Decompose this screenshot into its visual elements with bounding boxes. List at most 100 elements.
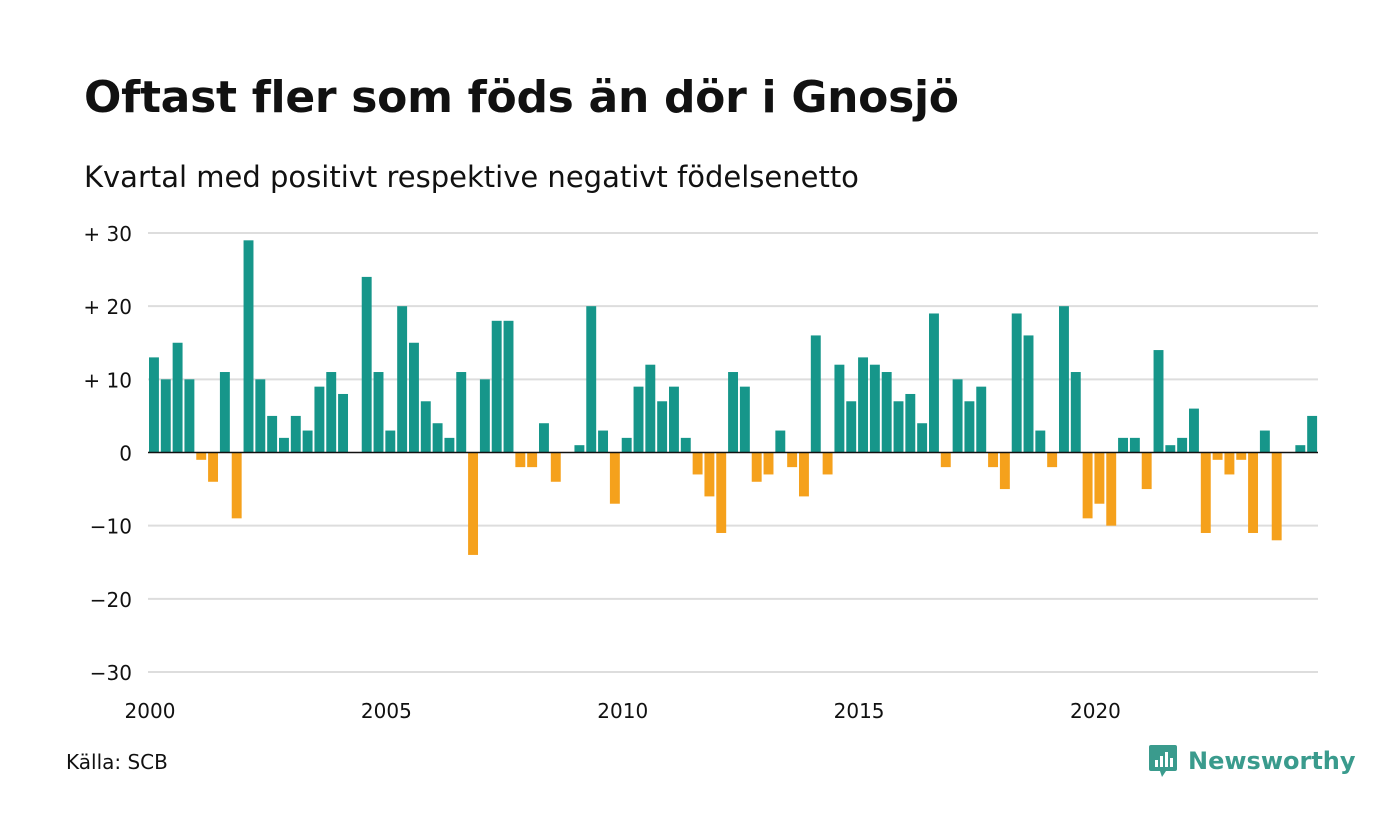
bar [1141, 452, 1152, 490]
bar [1307, 415, 1318, 453]
bar [397, 306, 408, 453]
bar [704, 452, 715, 497]
bar [846, 401, 857, 453]
bar [976, 386, 987, 453]
bar [1118, 437, 1129, 453]
bar [1189, 408, 1199, 453]
bar [1011, 313, 1022, 453]
bar [1248, 452, 1259, 533]
bar [716, 452, 727, 533]
y-tick-label: + 10 [83, 368, 132, 392]
bar [208, 452, 219, 482]
bar [881, 372, 892, 453]
bar [550, 452, 561, 482]
bar [420, 401, 431, 453]
y-tick-label: 0 [119, 442, 132, 466]
bar [858, 357, 869, 453]
bar [1259, 430, 1270, 453]
bar [267, 415, 278, 453]
bars [149, 240, 1318, 555]
brand-name: Newsworthy [1188, 747, 1356, 775]
y-tick-label: + 20 [83, 295, 132, 319]
bar [172, 342, 183, 453]
chart-title: Oftast fler som föds än dör i Gnosjö [84, 72, 959, 123]
bar [609, 452, 620, 504]
bar [728, 372, 739, 453]
bar [361, 276, 372, 453]
bar [869, 364, 880, 453]
bar [290, 415, 301, 453]
bar [940, 452, 951, 468]
bar-chart-speech-bubble-icon [1149, 745, 1177, 777]
bar [1082, 452, 1093, 519]
bar [184, 379, 195, 453]
x-tick-label: 2005 [361, 699, 412, 723]
bar [1212, 452, 1223, 460]
bar [231, 452, 242, 519]
bar [669, 386, 679, 453]
bar [633, 386, 644, 453]
bar [527, 452, 538, 468]
bar [1023, 335, 1034, 453]
bar [775, 430, 786, 453]
bar [314, 386, 325, 453]
axes: + 30 + 20 + 10 0 −10 −20 −30 2000 2005 2010 2015 20… [83, 222, 1318, 723]
source-note: Källa: SCB [66, 750, 168, 774]
bar [1224, 452, 1235, 475]
bar [302, 430, 313, 453]
bar [1070, 372, 1081, 453]
bar [279, 437, 289, 453]
bar [539, 423, 549, 453]
y-tick-label: + 30 [83, 222, 132, 246]
bar [515, 452, 526, 468]
bar [834, 364, 845, 453]
bar [917, 423, 928, 453]
y-tick-label: −30 [90, 661, 132, 685]
bar [456, 372, 467, 453]
x-tick-label: 2020 [1070, 699, 1121, 723]
bar [149, 357, 159, 453]
bar [1295, 445, 1306, 453]
bar [255, 379, 266, 453]
bar [751, 452, 762, 482]
bar [409, 342, 419, 453]
bar [822, 452, 833, 475]
bar [586, 306, 597, 453]
bar [338, 393, 349, 453]
bar [243, 240, 254, 453]
bar [645, 364, 656, 453]
bar [326, 372, 337, 453]
chart-subtitle: Kvartal med positivt respektive negativt… [84, 160, 859, 194]
bar [468, 452, 479, 555]
bar [1153, 350, 1164, 453]
bar [739, 386, 750, 453]
y-tick-label: −10 [90, 515, 132, 539]
bar [810, 335, 821, 453]
bar [373, 372, 384, 453]
bar [929, 313, 939, 453]
bar [432, 423, 443, 453]
bar [657, 401, 668, 453]
bar [491, 320, 502, 453]
bar [574, 445, 585, 453]
bar [1236, 452, 1247, 460]
bar [1271, 452, 1282, 541]
bar [1035, 430, 1046, 453]
bar [621, 437, 632, 453]
bar [1177, 437, 1188, 453]
bar [999, 452, 1010, 490]
x-tick-label: 2000 [125, 699, 176, 723]
bar [1059, 306, 1069, 453]
bar [444, 437, 455, 453]
bar [219, 372, 230, 453]
bar [763, 452, 774, 475]
bar [964, 401, 975, 453]
bar [799, 452, 809, 497]
brand-logo: Newsworthy [1148, 744, 1356, 778]
bar [952, 379, 963, 453]
bar [1047, 452, 1058, 468]
bar [988, 452, 999, 468]
bar [1200, 452, 1211, 533]
bar [503, 320, 514, 453]
